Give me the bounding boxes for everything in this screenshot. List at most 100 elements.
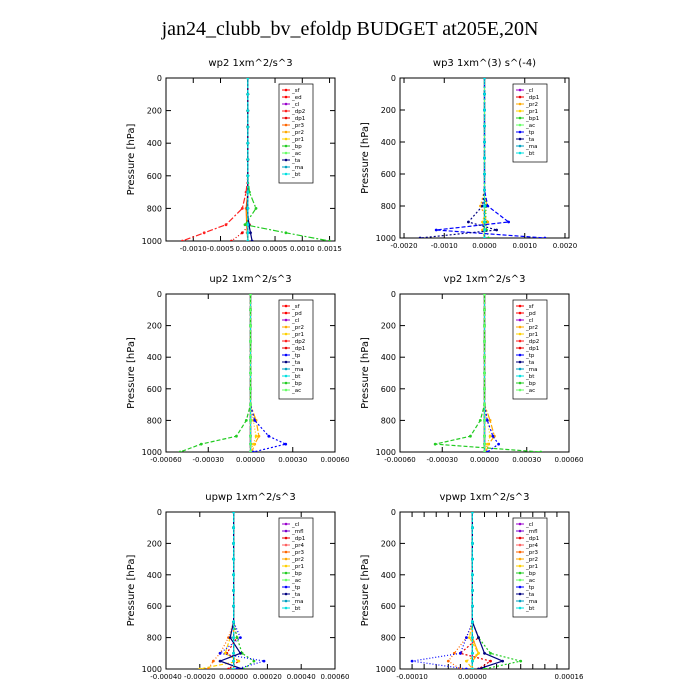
legend-marker [284,346,288,350]
legend-marker [518,116,522,120]
legend-marker [518,522,522,526]
legend-label: _pr3 [525,550,539,556]
legend-marker [284,332,288,336]
data-point [249,308,252,312]
legend-label: _pr4 [291,543,305,549]
x-tick-label: -0.00030 [427,456,458,464]
legend-label: _dp2 [525,339,539,345]
series-line-ta [471,512,505,669]
data-point [218,651,222,655]
legend-marker [284,381,288,385]
x-tick-label: -0.0005 [207,245,234,253]
data-point [252,659,256,663]
legend-marker [518,123,522,127]
legend-marker [518,102,522,106]
chart-panel-2: wp3 1xm^(3) s^(-4) Pressure [hPa] 0 200 400 6… [360,58,577,250]
legend-marker [518,529,522,533]
legend: _cl_mfl_dp1_pr4_pr3_pr2_pr1_bp_ac_tp_ta_… [278,517,314,618]
data-point [262,659,266,663]
chart-title: up2 1xm^2/s^3 [209,274,291,285]
legend-marker [518,130,522,134]
legend-label: _ma [291,367,303,373]
x-tick-label: 0.0000 [236,245,261,253]
x-tick-label: 0.00030 [512,456,541,464]
legend: _sf_ed_cl_dp2_dp1_pr3_pr2_pr1_bp_ac_ta_m… [278,83,314,184]
data-point [483,371,486,375]
legend: _cl_mfl_dp1_pr4_pr3_pr2_pr1_bp_ac_tp_ta_… [512,517,548,618]
data-point [483,236,486,238]
legend-label: _cl [525,318,534,324]
data-point [246,141,250,145]
legend-label: _tp [525,353,535,359]
legend-label: _tp [525,130,535,136]
x-tick-label: 0.00040 [287,673,316,681]
data-point [284,442,288,446]
data-point [249,419,252,422]
data-point [246,207,250,210]
data-point [481,228,484,232]
legend-label: _dp1 [525,95,539,101]
legend-marker [518,304,522,308]
y-tick-label: 200 [381,322,396,331]
legend-marker [284,158,288,162]
data-point [239,651,242,655]
data-point [251,450,255,452]
legend-label: _pr4 [525,543,539,549]
y-tick-label: 600 [381,170,396,179]
legend-label: _pd [525,311,536,317]
legend-label: _dp1 [291,346,305,352]
data-point [446,659,450,663]
legend-label: _ac [525,578,535,584]
plot-frame [165,511,336,670]
x-tick-label: 0.0020 [553,242,578,250]
legend-label: _cl [525,88,534,94]
data-point [483,220,486,224]
legend-label: _pr1 [291,332,304,338]
series-line-bp [179,294,252,452]
legend-marker [284,353,288,357]
y-tick-label: 400 [381,571,396,580]
legend-marker [518,353,522,357]
data-point [254,434,258,438]
legend-marker [284,325,288,329]
data-point [418,236,422,238]
data-point [250,239,254,241]
y-tick-label: 200 [381,539,396,548]
data-point [267,434,271,438]
data-point [519,659,523,663]
data-point [237,659,241,663]
data-point [253,419,257,422]
data-point [230,239,233,241]
data-point [249,450,252,452]
legend-label: _bt [291,172,301,178]
data-point [471,620,474,624]
legend-label: _pr2 [291,557,304,563]
y-tick-label: 600 [381,602,396,611]
y-tick-label: 1000 [376,234,396,243]
data-point [232,589,236,592]
legend-marker [518,564,522,568]
legend-marker [518,367,522,371]
data-point [249,387,252,391]
legend-label: _bp [291,381,302,387]
series-group [433,294,543,452]
legend-label: _ma [525,367,537,373]
data-point [483,403,486,406]
legend-marker [518,571,522,575]
data-point [469,434,472,438]
legend-marker [284,388,288,392]
data-point [471,512,474,514]
data-point [467,220,470,224]
data-point [249,294,252,296]
legend-marker [518,346,522,350]
legend-label: _ta [291,158,300,164]
y-tick-label: 0 [157,290,162,299]
data-point [501,659,504,663]
x-tick-label: 0.00000 [458,673,487,681]
legend-label: _tp [291,353,301,359]
series-group [181,78,331,241]
data-point [232,636,236,639]
y-tick-label: 400 [147,139,162,148]
legend-label: _pr1 [525,564,538,570]
